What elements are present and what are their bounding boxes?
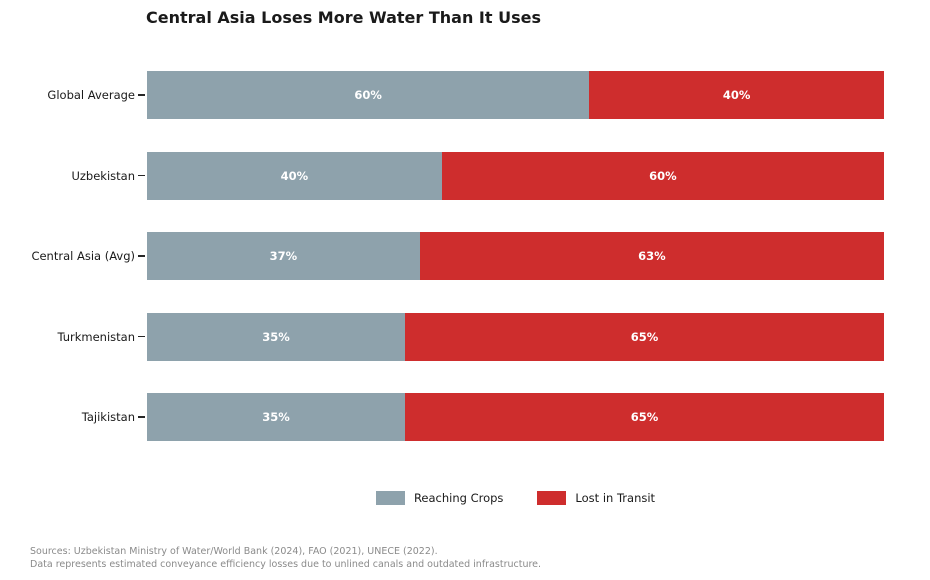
bar-segment-reaching-crops: 60% [147, 71, 590, 119]
bar-row: Central Asia (Avg) 37% 63% [31, 232, 884, 280]
bar-segment-lost-in-transit: 65% [404, 393, 884, 441]
bar-value-label: 40% [280, 168, 309, 183]
y-axis-tick [138, 335, 145, 337]
legend: Reaching Crops Lost in Transit [147, 491, 884, 505]
legend-swatch-lost-in-transit [537, 491, 567, 505]
legend-item-lost-in-transit: Lost in Transit [537, 491, 655, 505]
category-label: Central Asia (Avg) [31, 249, 135, 263]
y-axis-tick [138, 416, 145, 418]
bar-segment-reaching-crops: 35% [147, 393, 405, 441]
source-note: Sources: Uzbekistan Ministry of Water/Wo… [30, 546, 541, 571]
bar-value-label: 60% [354, 88, 382, 102]
legend-label: Lost in Transit [575, 491, 656, 505]
bar-segment-lost-in-transit: 63% [419, 232, 884, 280]
bar-value-label: 40% [722, 88, 751, 102]
category-label: Uzbekistan [71, 168, 135, 183]
bar-value-label: 65% [630, 329, 659, 344]
stacked-bar: 40% 60% [147, 151, 884, 200]
y-axis-tick [138, 255, 145, 257]
stacked-bar: 35% 65% [147, 393, 884, 441]
y-axis-tick [138, 94, 145, 96]
stacked-bar: 37% 63% [147, 232, 884, 280]
bar-value-label: 60% [649, 168, 677, 183]
legend-item-reaching-crops: Reaching Crops [375, 491, 504, 505]
y-axis-tick [138, 174, 145, 176]
source-note-line1: Sources: Uzbekistan Ministry of Water/Wo… [30, 546, 438, 557]
bar-row: Turkmenistan 35% 65% [57, 312, 884, 361]
bar-row: Global Average 60% 40% [47, 71, 884, 119]
bar-segment-lost-in-transit: 40% [589, 71, 884, 119]
bar-row: Tajikistan 35% 65% [82, 393, 884, 441]
bar-row: Uzbekistan 40% 60% [71, 151, 884, 200]
bar-segment-lost-in-transit: 65% [404, 312, 884, 361]
category-label: Tajikistan [81, 410, 135, 424]
stacked-bar: 60% 40% [147, 71, 884, 119]
bar-value-label: 65% [630, 410, 659, 424]
plot-area: Global Average 60% 40% Uzbekistan 40% 60… [31, 71, 884, 441]
category-label: Global Average [47, 88, 135, 102]
bar-value-label: 63% [638, 249, 666, 263]
bar-value-label: 35% [262, 329, 290, 344]
bar-segment-lost-in-transit: 60% [441, 151, 884, 200]
stacked-bar: 35% 65% [147, 312, 884, 361]
bar-segment-reaching-crops: 37% [147, 232, 420, 280]
bar-segment-reaching-crops: 35% [147, 312, 405, 361]
legend-label: Reaching Crops [413, 491, 504, 505]
category-label: Turkmenistan [57, 329, 135, 344]
bar-value-label: 35% [262, 410, 290, 424]
bar-segment-reaching-crops: 40% [147, 151, 442, 200]
chart-title: Central Asia Loses More Water Than It Us… [146, 8, 541, 27]
source-note-line2: Data represents estimated conveyance eff… [30, 558, 542, 570]
bar-value-label: 37% [269, 249, 298, 263]
legend-swatch-reaching-crops [375, 491, 405, 505]
